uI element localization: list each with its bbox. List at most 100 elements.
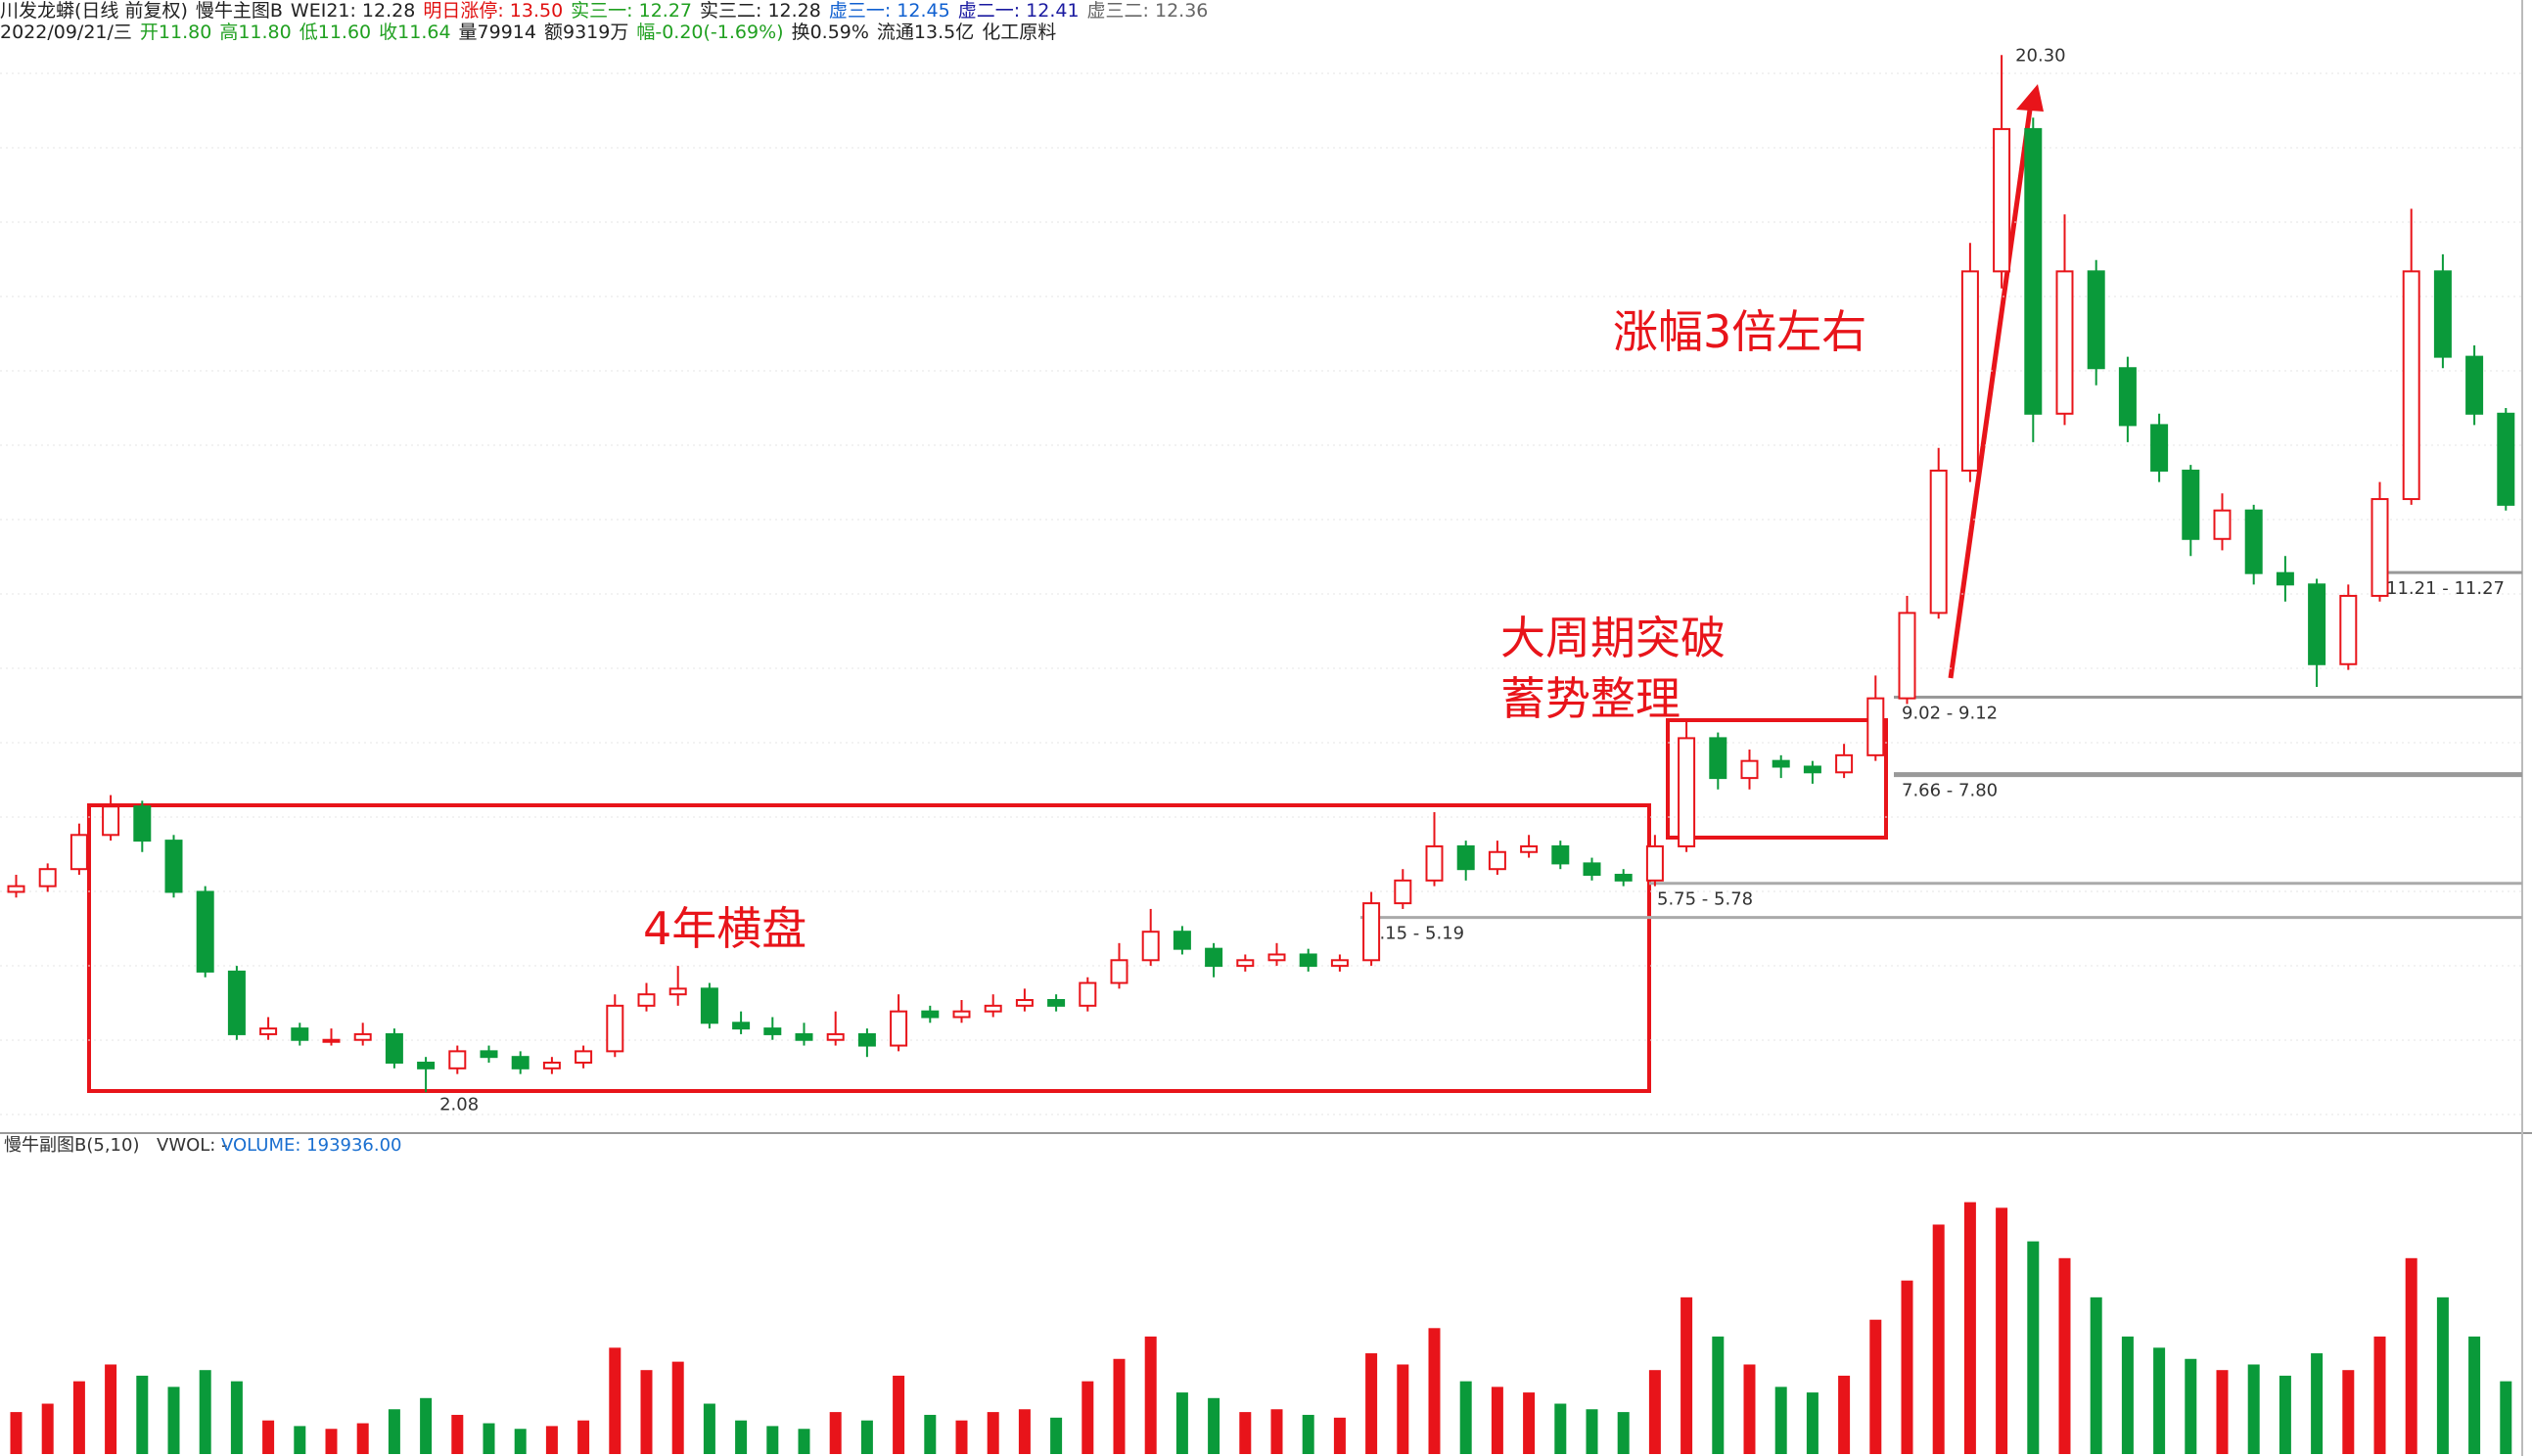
volume-bar (2121, 1336, 2134, 1454)
candle-body (1110, 959, 1128, 984)
header-item: WEI21: 12.28 (290, 0, 416, 22)
candle-body (1835, 753, 1854, 774)
volume-bar (136, 1375, 149, 1454)
header-item: 收11.64 (379, 22, 451, 43)
annotation: 涨幅3倍左右 (1613, 305, 1866, 358)
level-label: 5.75 - 5.78 (1657, 889, 1753, 910)
arrow-shaft (1948, 109, 2033, 679)
candle-body (385, 1032, 403, 1065)
volume-bar (1963, 1202, 1976, 1454)
candle-body (668, 987, 687, 996)
candle-body (542, 1062, 561, 1069)
volume-bar (1932, 1224, 1945, 1454)
volume-bar (1996, 1207, 2008, 1454)
volume-bar (167, 1387, 180, 1454)
volume-bar (798, 1429, 810, 1454)
candle-body (69, 834, 88, 871)
candle-body (2433, 270, 2452, 358)
volume-bar (1523, 1392, 1536, 1454)
candle-body (700, 987, 718, 1024)
volume-bar (924, 1414, 937, 1454)
header-item: 低11.60 (299, 22, 372, 43)
volume-bar (105, 1364, 117, 1454)
candle-body (795, 1032, 813, 1041)
candle-body (2150, 424, 2169, 472)
volume-bar (420, 1397, 433, 1454)
volume-bar (829, 1412, 842, 1454)
volume-bar (2468, 1336, 2481, 1454)
volume-bar (1680, 1297, 1693, 1454)
volume-bar (860, 1420, 873, 1454)
volume-bar (1712, 1336, 1725, 1454)
candle-body (984, 1004, 1002, 1013)
volume-bar (955, 1420, 968, 1454)
candle-body (2244, 509, 2263, 574)
header-item: 化工原料 (982, 22, 1057, 43)
candle-body (1740, 759, 1759, 780)
candle-body (227, 970, 246, 1035)
header-item: 明日涨停: 13.50 (423, 0, 564, 22)
candle-body (1205, 947, 1223, 968)
candle-body (164, 840, 183, 893)
candle-body (1709, 737, 1727, 780)
volume-bar (483, 1423, 495, 1454)
candle-body (1425, 844, 1444, 882)
volume-bar (514, 1429, 527, 1454)
header-item: 川发龙蟒(日线 前复权) (0, 0, 188, 22)
volume-bar (2373, 1336, 2386, 1454)
volume-bar (1869, 1319, 1882, 1454)
candle-body (1299, 953, 1317, 968)
volume-bar (1838, 1375, 1851, 1454)
candle-body (417, 1062, 436, 1069)
candle-body (1141, 931, 1160, 962)
header-line: 川发龙蟒(日线 前复权) 慢牛主图B WEI21: 12.28 明日涨停: 13.50… (0, 0, 2532, 22)
candle-body (2465, 355, 2484, 415)
candle-body (2213, 509, 2232, 540)
annotation: 4年横盘 (643, 902, 806, 955)
volume-bar (987, 1412, 999, 1454)
candle-body (2497, 412, 2515, 506)
candle-body (575, 1050, 593, 1065)
volume-bar (545, 1426, 558, 1454)
candle-body (826, 1032, 845, 1041)
volume-bar (2500, 1381, 2512, 1454)
header-item: 实三二: 12.28 (700, 0, 821, 22)
candle-body (1678, 737, 1696, 847)
candle-body (1456, 844, 1475, 871)
high-label: 20.30 (2015, 45, 2066, 66)
candle-body (1929, 469, 1948, 614)
volume-bar (2153, 1347, 2166, 1454)
candle-body (196, 890, 214, 973)
candle-body (291, 1027, 309, 1041)
candle-body (2182, 469, 2200, 540)
candle-body (1362, 902, 1381, 962)
range-box (87, 803, 1651, 1093)
header-item: 额9319万 (544, 22, 629, 43)
candle-body (952, 1010, 971, 1019)
volume-bar (893, 1375, 905, 1454)
candle-body (2371, 498, 2389, 597)
candle-body (1614, 874, 1633, 882)
subchart-volume: VOLUME: 193936.00 (221, 1135, 402, 1156)
volume-bar (41, 1403, 54, 1454)
candle-body (1236, 959, 1255, 968)
volume-bar (703, 1403, 715, 1454)
volume-bar (1208, 1397, 1220, 1454)
header-item: 开11.80 (139, 22, 212, 43)
subchart-vwol: VWOL: - (157, 1135, 228, 1156)
volume-bar (1365, 1353, 1378, 1454)
volume-bar (1459, 1381, 1472, 1454)
candle-body (1488, 850, 1506, 871)
volume-bar (1144, 1336, 1157, 1454)
candle-body (353, 1032, 372, 1041)
level-label: 9.02 - 9.12 (1902, 704, 1998, 724)
volume-bar (1018, 1409, 1031, 1454)
volume-bar (2027, 1241, 2040, 1454)
volume-bar (1491, 1387, 1503, 1454)
candle-body (2087, 270, 2105, 370)
volume-bar (1617, 1412, 1630, 1454)
subchart-title: 慢牛副图B(5,10) (4, 1135, 139, 1156)
candle-body (1993, 127, 2011, 273)
header-item: 幅-0.20(-1.69%) (636, 22, 784, 43)
